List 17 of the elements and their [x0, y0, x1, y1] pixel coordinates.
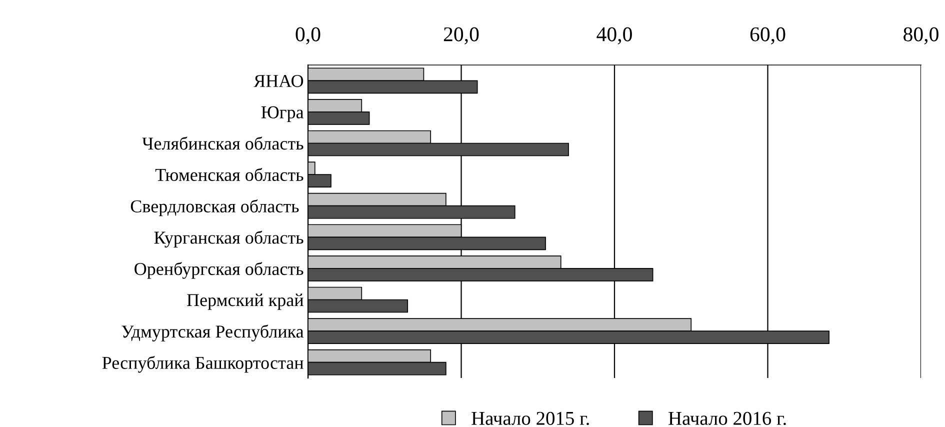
y-tick-label: Оренбургская область	[134, 262, 304, 279]
legend-label: Начало 2016 г.	[668, 412, 786, 426]
x-tick-label: 40,0	[596, 27, 632, 44]
y-tick-label: Удмуртская Республика	[122, 324, 304, 342]
x-tick-label: 60,0	[750, 27, 786, 44]
y-tick-label: Республика Башкортостан	[102, 356, 304, 373]
legend-label: Начало 2015 г.	[472, 412, 589, 426]
y-tick-label: Курганская область	[154, 230, 304, 248]
x-tick-label: 0,0	[296, 27, 320, 44]
x-tick-label: 20,0	[444, 27, 479, 44]
y-tick-label: Челябинская область	[142, 136, 304, 150]
y-tick-label: ЯНАО	[254, 74, 304, 88]
y-tick-label: Тюменская область	[155, 168, 304, 181]
x-tick-label: 80,0	[904, 27, 938, 44]
y-tick-label: Свердловская область	[130, 199, 299, 216]
y-tick-label: Югра	[261, 106, 304, 122]
y-tick-label: Пермский край	[187, 294, 304, 310]
